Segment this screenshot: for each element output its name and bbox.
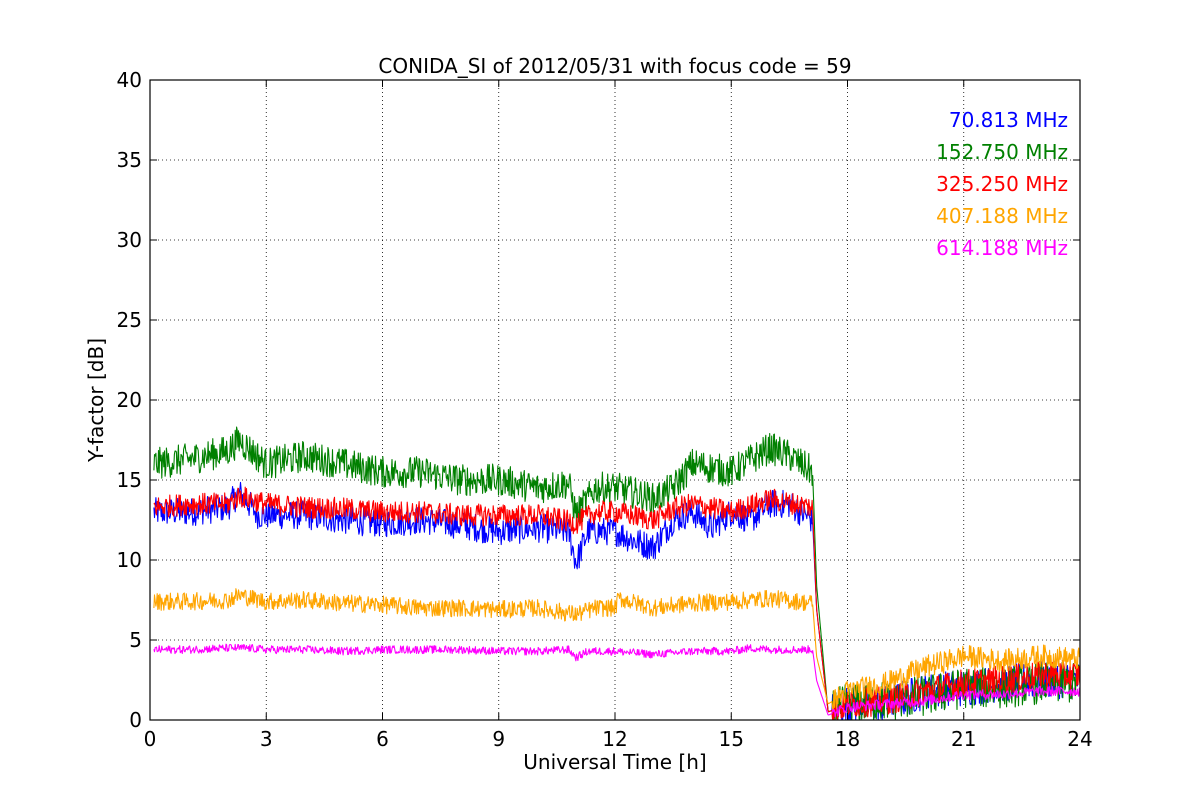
y-tick-label: 0 — [129, 708, 142, 732]
y-tick-label: 30 — [117, 228, 142, 252]
y-axis-label: Y-factor [dB] — [84, 338, 108, 463]
y-tick-label: 25 — [117, 308, 142, 332]
x-axis-label: Universal Time [h] — [523, 750, 706, 774]
series-line — [153, 643, 1080, 718]
legend: 70.813 MHz 152.750 MHz 325.250 MHz 407.188 … — [936, 108, 1068, 260]
x-tick-label: 9 — [492, 727, 505, 751]
x-tick-label: 24 — [1067, 727, 1092, 751]
y-tick-label: 10 — [117, 548, 142, 572]
series-line — [153, 588, 1080, 710]
y-tick-label: 40 — [117, 68, 142, 92]
x-tick-label: 21 — [951, 727, 976, 751]
x-tick-label: 0 — [144, 727, 157, 751]
series-line — [153, 486, 1080, 720]
y-tick-label: 5 — [129, 628, 142, 652]
legend-entry: 614.188 MHz — [936, 236, 1068, 260]
x-tick-label: 6 — [376, 727, 389, 751]
x-tick-label: 3 — [260, 727, 273, 751]
x-tick-label: 18 — [835, 727, 860, 751]
y-tick-label: 35 — [117, 148, 142, 172]
x-tick-label: 15 — [719, 727, 744, 751]
y-tick-label: 15 — [117, 468, 142, 492]
chart-title: CONIDA_SI of 2012/05/31 with focus code … — [378, 54, 851, 78]
legend-entry: 407.188 MHz — [936, 204, 1068, 228]
y-tick-label: 20 — [117, 388, 142, 412]
legend-entry: 70.813 MHz — [949, 108, 1068, 132]
series-lines — [153, 426, 1080, 720]
grid-lines — [150, 80, 1080, 720]
x-tick-label: 12 — [602, 727, 627, 751]
axis-ticks: 0 3 6 9 12 15 18 21 24 0 5 10 15 20 25 30 35 40 — [117, 68, 1093, 751]
legend-entry: 325.250 MHz — [936, 172, 1068, 196]
legend-entry: 152.750 MHz — [936, 140, 1068, 164]
